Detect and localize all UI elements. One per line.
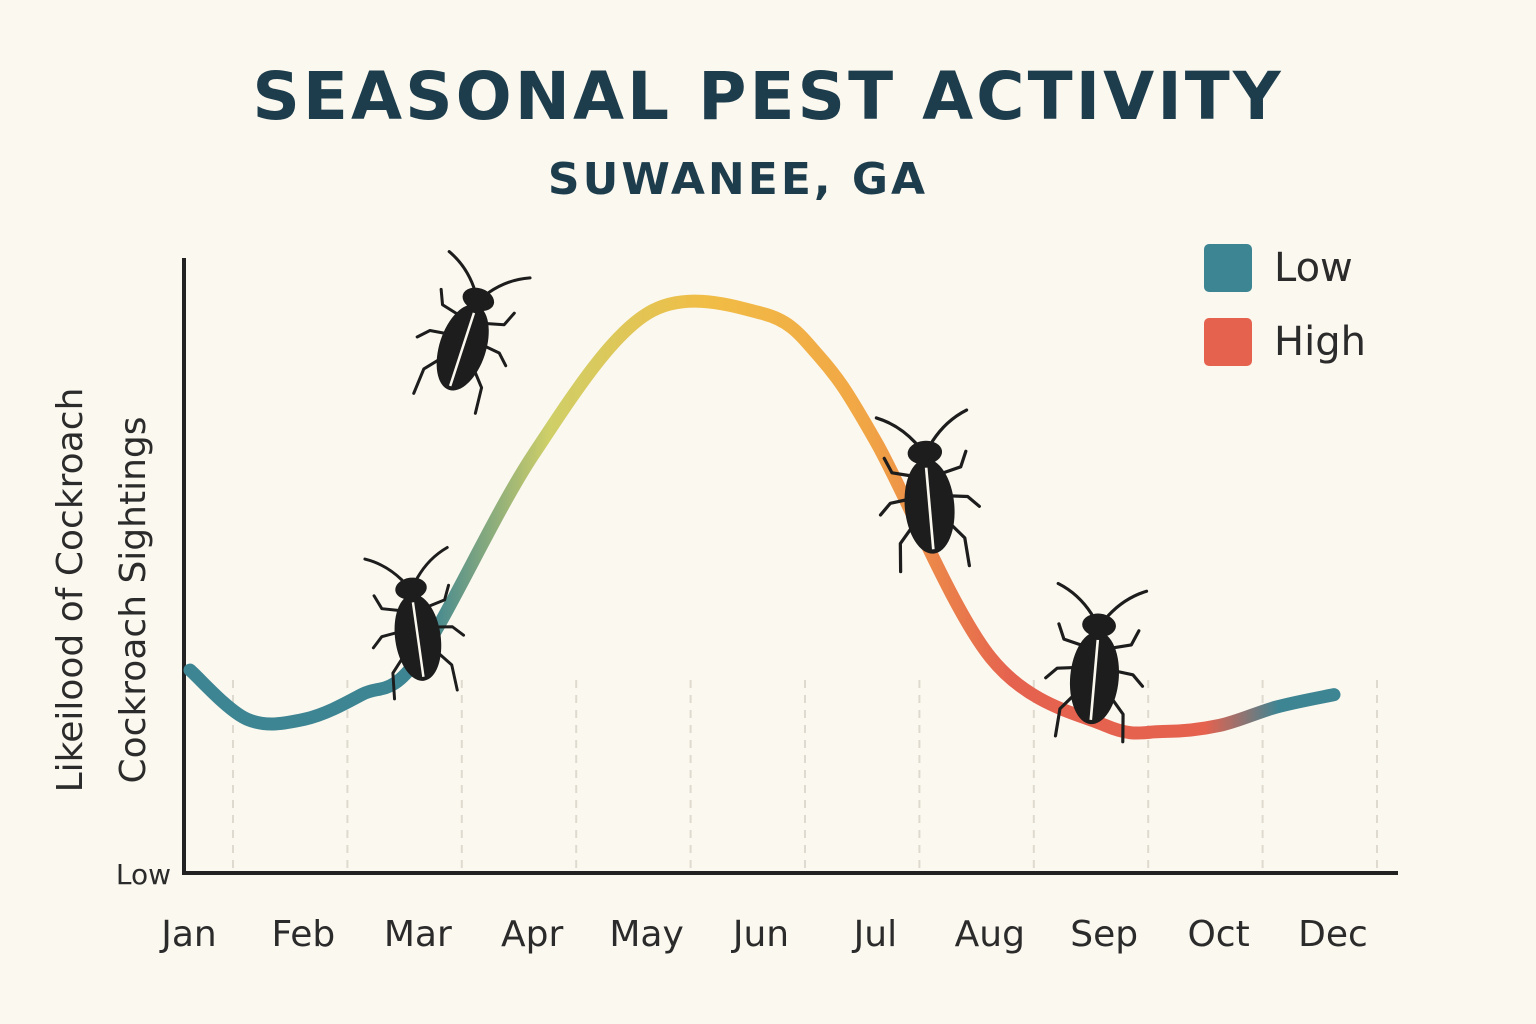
- x-tick-feb: Feb: [272, 914, 336, 955]
- series-line: [183, 294, 1341, 740]
- legend-swatch-high: [1204, 318, 1252, 366]
- legend-swatch-low: [1204, 244, 1252, 292]
- x-tick-jul: Jul: [852, 914, 897, 955]
- y-axis-low-label: Low: [116, 858, 171, 891]
- legend-label-low: Low: [1274, 245, 1353, 291]
- cockroach-markers: [359, 248, 1153, 745]
- x-tick-sep: Sep: [1070, 914, 1138, 955]
- y-axis-label-line-1: Likeilood of Cockroach: [50, 388, 91, 793]
- x-tick-aug: Aug: [955, 914, 1025, 955]
- x-tick-mar: Mar: [384, 914, 452, 955]
- x-tick-labels: Jan Feb Mar Apr May Jun Jul Aug Sep Oct Dec: [159, 914, 1368, 955]
- chart-title: SEASONAL PEST ACTIVITY: [252, 58, 1284, 135]
- cockroach-icon-apr: [398, 248, 536, 420]
- legend: Low High: [1204, 244, 1366, 392]
- cockroach-icon-mar: [359, 545, 473, 703]
- x-tick-dec: Dec: [1298, 914, 1368, 955]
- cockroach-icon-aug: [870, 408, 987, 575]
- legend-item-high: High: [1204, 318, 1366, 366]
- chart-subtitle: SUWANEE, GA: [547, 154, 929, 205]
- x-tick-may: May: [609, 914, 683, 955]
- legend-label-high: High: [1274, 319, 1366, 365]
- y-axis-label-line-2: Cockroach Sightings: [113, 416, 154, 783]
- x-tick-oct: Oct: [1187, 914, 1249, 955]
- x-tick-apr: Apr: [501, 914, 563, 955]
- x-tick-jun: Jun: [731, 914, 789, 955]
- x-tick-jan: Jan: [159, 914, 217, 955]
- legend-item-low: Low: [1204, 244, 1366, 292]
- cockroach-icon-sep: [1039, 581, 1153, 745]
- grid-lines: [232, 680, 1378, 869]
